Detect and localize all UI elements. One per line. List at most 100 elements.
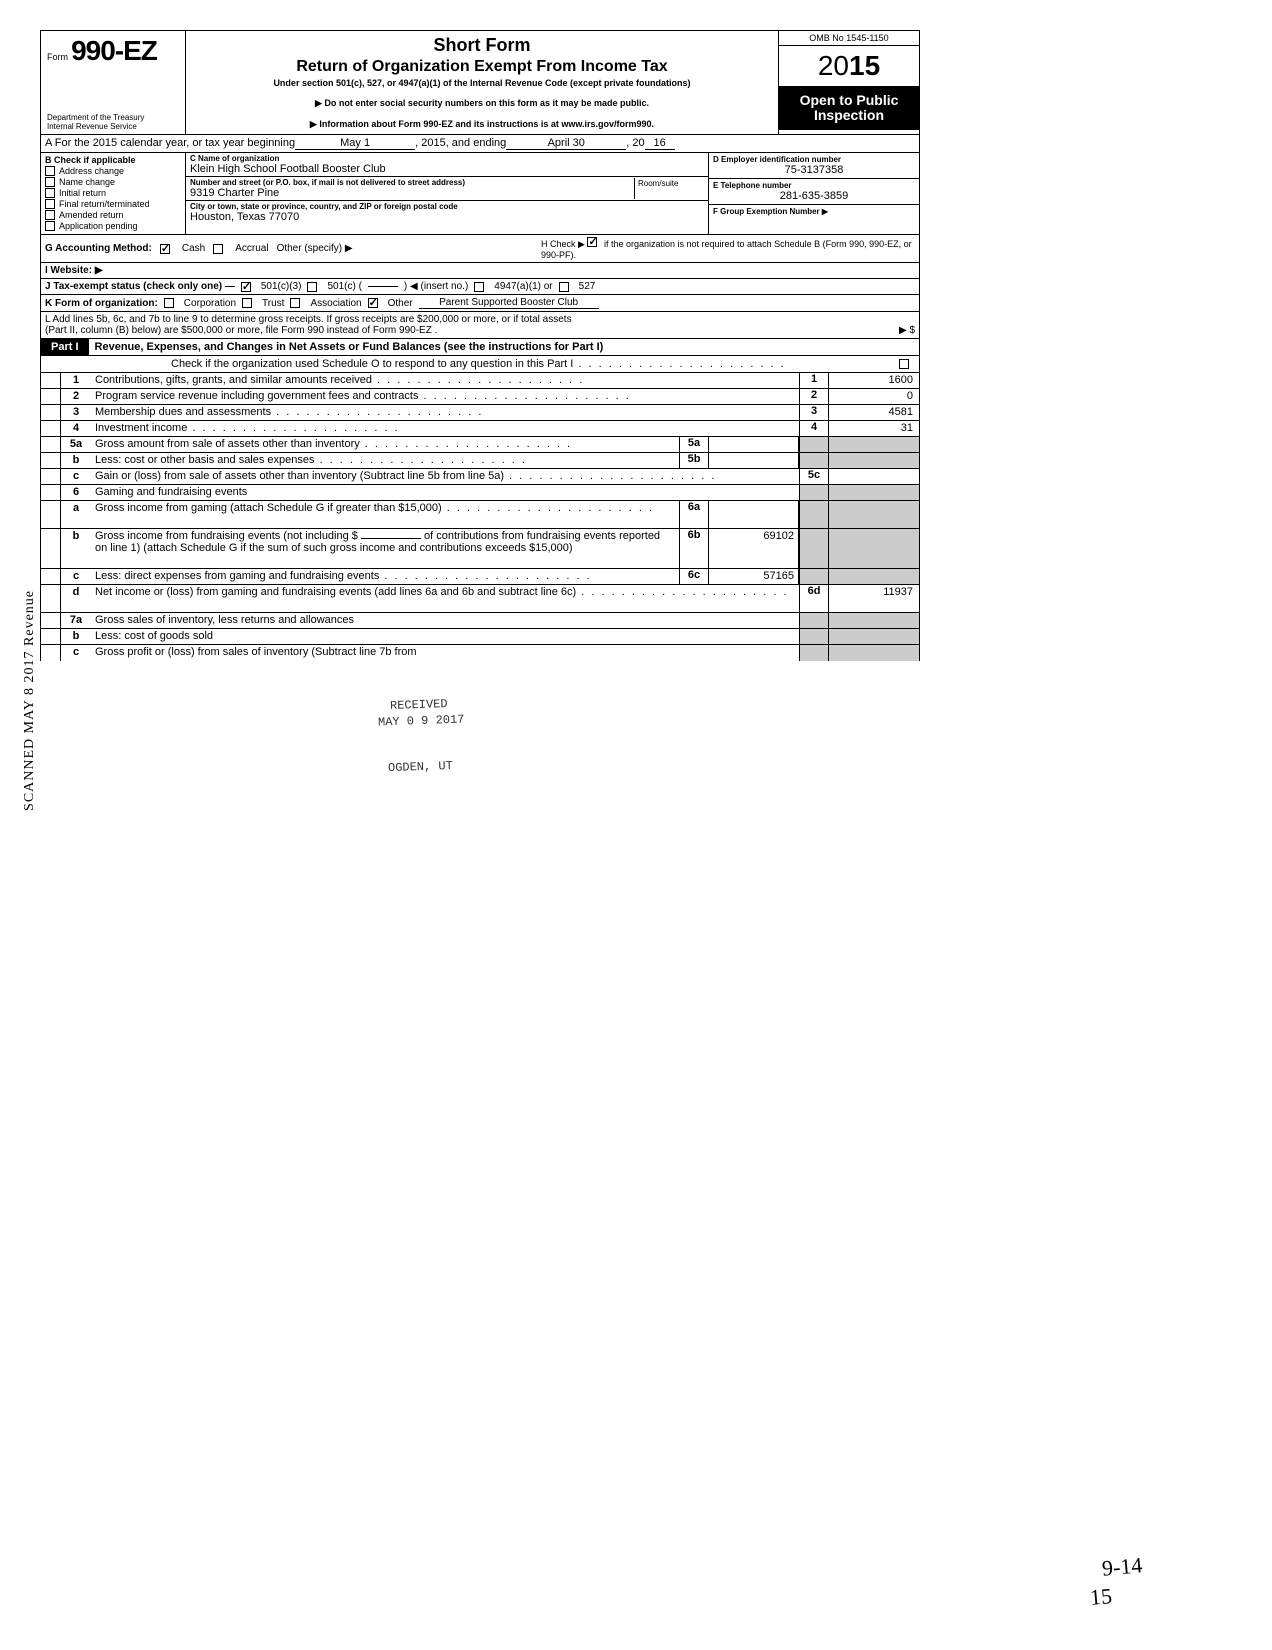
city-value[interactable]: Houston, Texas 77070 [190, 211, 704, 223]
part1-label: Part I [41, 339, 89, 355]
chk-final-return[interactable]: Final return/terminated [45, 199, 181, 209]
line-3: 3 Membership dues and assessments 3 4581 [41, 405, 919, 421]
j-label: J Tax-exempt status (check only one) — [45, 281, 235, 292]
l-line1: L Add lines 5b, 6c, and 7b to line 9 to … [45, 314, 915, 325]
chk-501c3[interactable] [241, 282, 251, 292]
row-l: L Add lines 5b, 6c, and 7b to line 9 to … [40, 312, 920, 339]
group-exemption-label: F Group Exemption Number ▶ [713, 207, 915, 216]
line-4: 4 Investment income 4 31 [41, 421, 919, 437]
row-i: I Website: ▶ [40, 263, 920, 279]
ty-end-yr[interactable]: 16 [645, 137, 675, 150]
line-5a: 5a Gross amount from sale of assets othe… [41, 437, 919, 453]
line-6b-desc: Gross income from fundraising events (no… [91, 529, 679, 568]
section-c: C Name of organization Klein High School… [186, 153, 709, 234]
line-5c-value[interactable] [829, 469, 919, 484]
line-3-value[interactable]: 4581 [829, 405, 919, 420]
line-7b: b Less: cost of goods sold [41, 629, 919, 645]
irs-text: Internal Revenue Service [47, 123, 144, 132]
title-cell: Short Form Return of Organization Exempt… [186, 31, 779, 134]
b-heading: B Check if applicable [45, 155, 181, 165]
line-a-mid: , 2015, and ending [415, 137, 506, 150]
line-6c: c Less: direct expenses from gaming and … [41, 569, 919, 585]
form-number-cell: Form 990-EZ Department of the Treasury I… [41, 31, 186, 134]
line-6a-value[interactable] [709, 501, 799, 528]
line-6b-value[interactable]: 69102 [709, 529, 799, 568]
title-return: Return of Organization Exempt From Incom… [192, 58, 772, 76]
street-label: Number and street (or P.O. box, if mail … [190, 178, 634, 187]
chk-corporation[interactable] [164, 298, 174, 308]
chk-schedule-b[interactable] [587, 237, 597, 247]
line-6c-value[interactable]: 57165 [709, 569, 799, 584]
row-k: K Form of organization: Corporation Trus… [40, 295, 920, 312]
form-number: 990-EZ [71, 35, 157, 66]
scanned-side-text: SCANNED MAY 8 2017 Revenue [22, 590, 38, 811]
line-5b: b Less: cost or other basis and sales ex… [41, 453, 919, 469]
chk-accrual[interactable] [213, 244, 223, 254]
chk-initial-return[interactable]: Initial return [45, 188, 181, 198]
ty-begin[interactable]: May 1 [295, 137, 415, 150]
section-def: D Employer identification number 75-3137… [709, 153, 919, 234]
chk-527[interactable] [559, 282, 569, 292]
phone-value[interactable]: 281-635-3859 [713, 190, 915, 202]
chk-501c[interactable] [307, 282, 317, 292]
part1-check-text: Check if the organization used Schedule … [171, 358, 786, 370]
chk-trust[interactable] [242, 298, 252, 308]
part1-ledger: 1 Contributions, gifts, grants, and simi… [40, 373, 920, 661]
website-label: I Website: ▶ [41, 263, 531, 278]
other-org-value[interactable]: Parent Supported Booster Club [419, 297, 599, 309]
line-2-value[interactable]: 0 [829, 389, 919, 404]
line-1: 1 Contributions, gifts, grants, and simi… [41, 373, 919, 389]
title-under-section: Under section 501(c), 527, or 4947(a)(1)… [192, 78, 772, 88]
line-6b: b Gross income from fundraising events (… [41, 529, 919, 569]
chk-association[interactable] [290, 298, 300, 308]
line-a-suffix: , 20 [626, 137, 644, 150]
row-j: J Tax-exempt status (check only one) — 5… [40, 279, 920, 295]
info-note: ▶ Information about Form 990-EZ and its … [192, 119, 772, 130]
line-7c: c Gross profit or (loss) from sales of i… [41, 645, 919, 661]
chk-cash[interactable] [160, 244, 170, 254]
ein-row: D Employer identification number 75-3137… [709, 153, 919, 179]
handwriting-2: 15 [1089, 1583, 1113, 1611]
g-label: G Accounting Method: [45, 243, 152, 254]
line-5a-value[interactable] [709, 437, 799, 452]
chk-amended-return[interactable]: Amended return [45, 210, 181, 220]
chk-address-change[interactable]: Address change [45, 166, 181, 176]
line-5b-value[interactable] [709, 453, 799, 468]
org-name-value[interactable]: Klein High School Football Booster Club [190, 163, 704, 175]
street-row: Number and street (or P.O. box, if mail … [186, 177, 708, 201]
line-5c: c Gain or (loss) from sale of assets oth… [41, 469, 919, 485]
chk-4947a1[interactable] [474, 282, 484, 292]
section-bcdef: B Check if applicable Address change Nam… [40, 153, 920, 235]
501c-insert[interactable] [368, 286, 398, 287]
title-short-form: Short Form [192, 35, 772, 56]
part1-header: Part I Revenue, Expenses, and Changes in… [40, 339, 920, 356]
header-row: Form 990-EZ Department of the Treasury I… [40, 30, 920, 135]
street-value[interactable]: 9319 Charter Pine [190, 187, 634, 199]
phone-row: E Telephone number 281-635-3859 [709, 179, 919, 205]
open-to-public: Open to Public Inspection [779, 87, 919, 130]
form-word: Form [47, 52, 68, 62]
ssn-note: ▶ Do not enter social security numbers o… [192, 98, 772, 109]
chk-schedule-o[interactable] [899, 359, 909, 369]
omb-number: OMB No 1545-1150 [779, 31, 919, 46]
ein-value[interactable]: 75-3137358 [713, 164, 915, 176]
line-1-value[interactable]: 1600 [829, 373, 919, 388]
city-label: City or town, state or province, country… [190, 202, 704, 211]
line-6d-value[interactable]: 11937 [829, 585, 919, 612]
row-gh: G Accounting Method: Cash Accrual Other … [40, 235, 920, 263]
l-line2: (Part II, column (B) below) are $500,000… [45, 325, 437, 336]
ein-label: D Employer identification number [713, 155, 915, 164]
chk-name-change[interactable]: Name change [45, 177, 181, 187]
line-6: 6 Gaming and fundraising events [41, 485, 919, 501]
city-row: City or town, state or province, country… [186, 201, 708, 224]
tax-year: 2015 [779, 46, 919, 87]
chk-application-pending[interactable]: Application pending [45, 221, 181, 231]
ty-end-month[interactable]: April 30 [506, 137, 626, 150]
row-g: G Accounting Method: Cash Accrual Other … [45, 243, 535, 254]
line-4-value[interactable]: 31 [829, 421, 919, 436]
line-6d: d Net income or (loss) from gaming and f… [41, 585, 919, 613]
dept-irs: Department of the Treasury Internal Reve… [47, 114, 144, 132]
org-name-label: C Name of organization [190, 154, 704, 163]
chk-other-org[interactable] [368, 298, 378, 308]
year-cell: OMB No 1545-1150 2015 Open to Public Ins… [779, 31, 919, 134]
